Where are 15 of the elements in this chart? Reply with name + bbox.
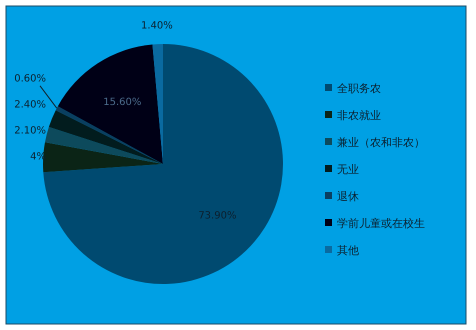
data-label: 2.40% bbox=[14, 99, 46, 110]
legend-label: 无业 bbox=[337, 162, 359, 176]
pie-slice bbox=[58, 44, 163, 164]
legend-label: 全职务农 bbox=[337, 82, 381, 95]
data-label: 15.60% bbox=[103, 97, 142, 108]
data-label: 2.10% bbox=[14, 125, 46, 136]
data-label: 0.60% bbox=[14, 73, 46, 84]
legend-label: 其他 bbox=[337, 244, 359, 257]
legend-label: 退休 bbox=[337, 190, 359, 203]
legend-label: 兼业（农和非农） bbox=[337, 136, 425, 149]
legend-label: 非农就业 bbox=[337, 108, 381, 122]
data-label: 73.90% bbox=[198, 210, 236, 222]
pie-slice bbox=[152, 44, 163, 164]
legend-label: 学前儿童或在校生 bbox=[337, 216, 425, 230]
data-label: 1.40% bbox=[140, 20, 173, 32]
